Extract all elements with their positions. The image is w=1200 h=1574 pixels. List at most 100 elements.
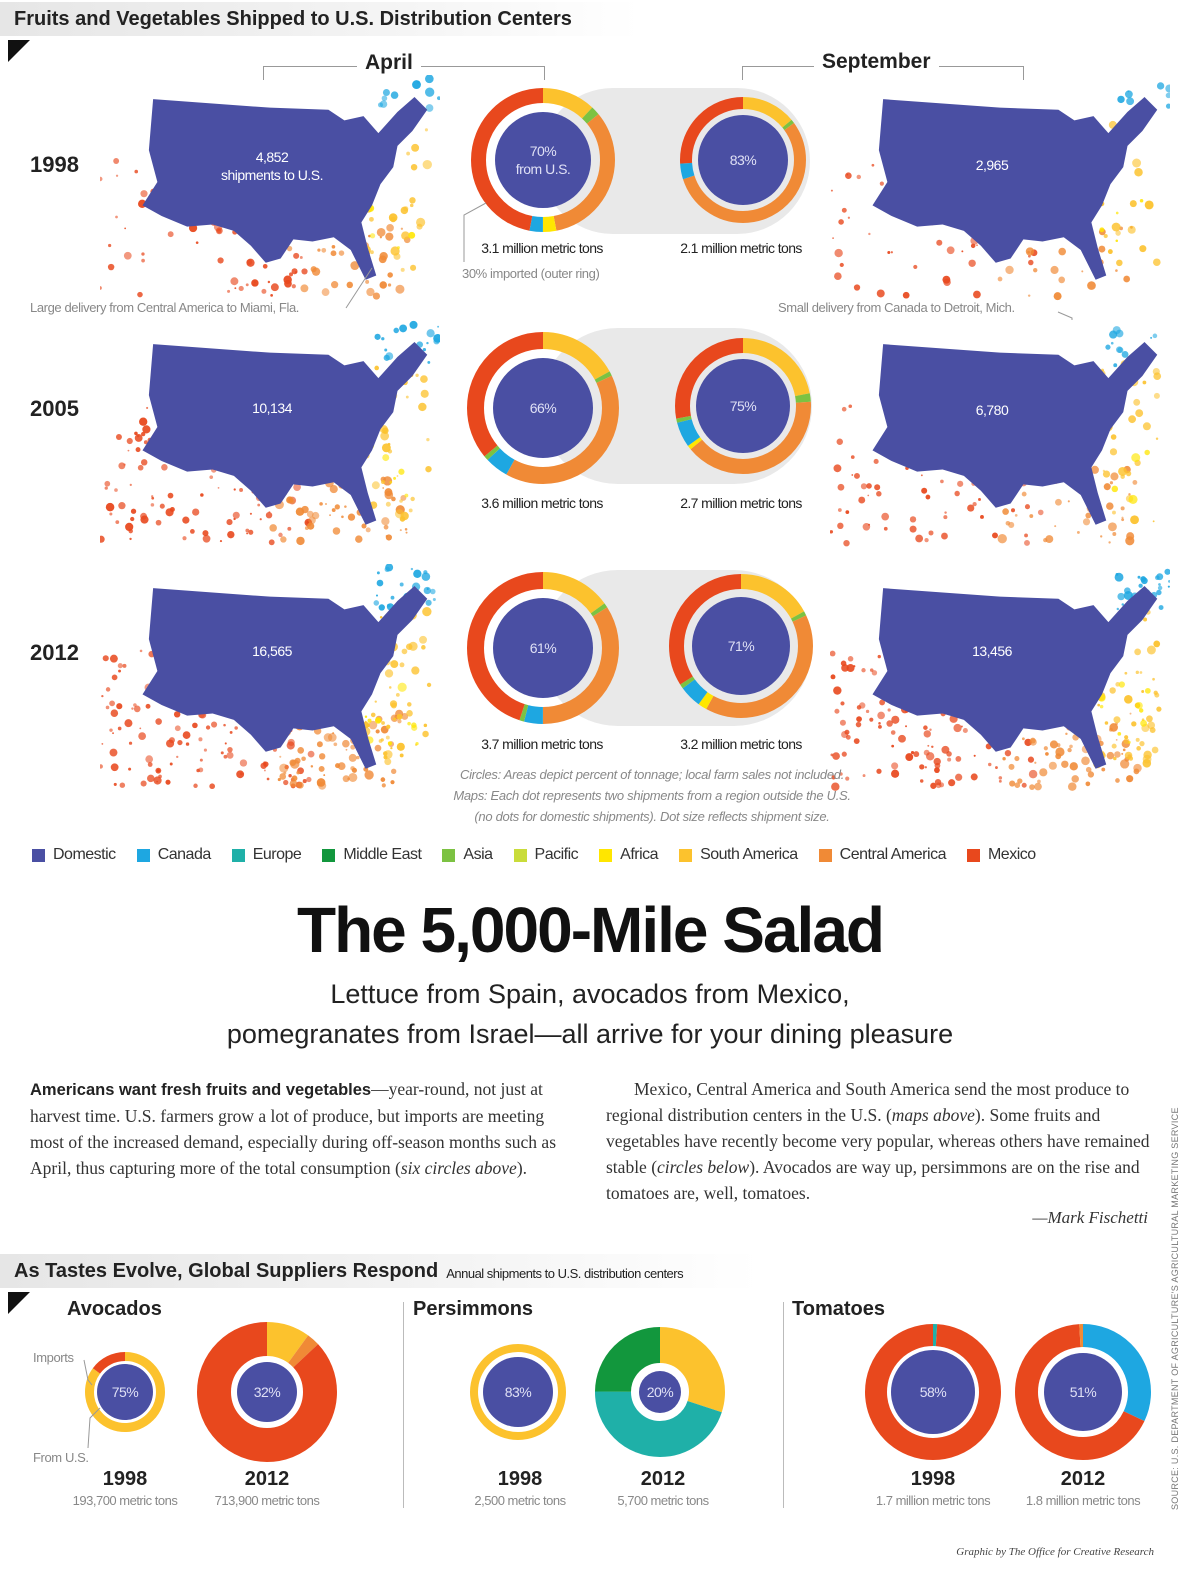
shipment-dot-mexico (973, 290, 981, 299)
shipment-dot-mexico (166, 739, 175, 748)
shipment-dot-central-america (1014, 755, 1020, 762)
shipment-dot-canada (399, 324, 408, 333)
shipment-dot-south-america (1118, 466, 1128, 476)
shipment-dot-central-america (1115, 739, 1118, 741)
legend-item-south-america: South America (679, 846, 798, 864)
shipment-dot-south-america (388, 686, 392, 689)
shipment-dot-africa (1128, 494, 1138, 504)
shipment-dot-mexico (140, 190, 148, 198)
shipment-dot-central-america (307, 522, 315, 530)
shipment-dot-mexico (203, 748, 207, 752)
domestic-percent-label: 83% (470, 1383, 566, 1401)
shipment-dot-mexico (873, 458, 879, 464)
shipment-dot-mexico (829, 650, 836, 657)
shipment-dot-south-america (1153, 392, 1160, 399)
shipment-dot-africa (1127, 740, 1131, 744)
shipment-dot-central-america (341, 515, 344, 519)
shipment-dot-mexico (871, 163, 875, 167)
shipment-dot-south-america (401, 231, 410, 240)
shipment-dot-mexico (855, 721, 862, 728)
shipment-dot-mexico (140, 780, 147, 787)
shipment-dot-mexico (286, 741, 295, 750)
legend-swatch (32, 848, 45, 862)
shipment-dot-mexico (944, 511, 947, 514)
shipment-dot-mexico (301, 268, 308, 275)
footnote-line: (no dots for domestic shipments). Dot si… (474, 809, 830, 824)
panel-title-avocados: Avocados (67, 1298, 162, 1320)
shipment-dot-south-america (399, 499, 403, 503)
shipment-dot-central-america (300, 284, 309, 293)
shipment-dot-mexico (905, 753, 914, 761)
shipment-dot-central-america (1085, 781, 1091, 787)
shipment-dot-mexico (182, 516, 190, 524)
shipment-dot-mexico (159, 503, 165, 509)
shipment-dot-central-america (321, 288, 330, 296)
shipment-dot-mexico (105, 705, 110, 710)
shipment-dot-central-america (1081, 756, 1090, 766)
shipment-dot-central-america (296, 770, 300, 775)
shipment-dot-central-america (350, 261, 360, 271)
shipment-dot-mexico (941, 745, 950, 754)
shipment-dot-south-america (1116, 259, 1123, 267)
shipment-dot-south-america (420, 389, 429, 398)
shipment-dot-mexico (202, 530, 209, 537)
shipment-dot-central-america (385, 534, 389, 538)
shipment-dot-south-america (418, 402, 427, 412)
shipment-dot-south-america (1152, 677, 1155, 681)
ring-segment-mexico (467, 572, 619, 724)
shipment-dot-south-america (1151, 746, 1159, 754)
map-shipments-count: 2,965 (975, 157, 1009, 173)
shipment-dot-south-america (1134, 648, 1142, 656)
shipment-dot-mexico (108, 243, 112, 248)
shipment-dot-mexico (182, 731, 191, 739)
shipment-dot-south-america (1127, 225, 1136, 234)
shipment-dot-mexico (839, 719, 846, 726)
shipment-dot-central-america (390, 780, 395, 785)
shipment-dot-mexico (291, 268, 298, 275)
ring-segment-mexico (471, 88, 615, 232)
shipment-dot-mexico (109, 654, 118, 663)
shipment-dot-mexico (118, 462, 126, 470)
tonnage-label: 2,500 metric tons (474, 1493, 566, 1508)
shipment-dot-mexico (307, 750, 315, 758)
shipment-dot-mexico (146, 406, 149, 410)
shipment-dot-south-america (1141, 689, 1145, 693)
shipment-dot-mexico (919, 764, 925, 770)
shipment-dot-mexico (876, 768, 882, 774)
shipment-dot-central-america (381, 783, 386, 788)
shipment-dot-africa (397, 682, 407, 692)
shipment-dot-central-america (311, 267, 321, 276)
shipment-dot-central-america (342, 775, 350, 783)
shipment-dot-canada (1121, 603, 1125, 606)
shipment-dot-central-america (378, 255, 387, 264)
shipment-dot-mexico (840, 660, 847, 667)
shipment-dot-africa (389, 480, 393, 484)
shipment-dot-south-america (1131, 721, 1137, 727)
domestic-circle (493, 598, 593, 698)
shipment-dot-mexico (838, 219, 844, 225)
shipment-dot-central-america (1014, 514, 1018, 517)
shipment-dot-south-america (390, 747, 393, 750)
shipment-dot-central-america (330, 250, 337, 257)
legend-label: Mexico (987, 846, 1036, 863)
shipment-dot-south-america (423, 723, 428, 728)
shipment-dot-south-america (410, 496, 415, 502)
percent-value: 51% (1069, 1384, 1097, 1400)
shipment-dot-mexico (941, 532, 948, 540)
shipment-dot-africa (398, 468, 405, 475)
shipment-dot-mexico (176, 755, 179, 759)
shipment-dot-mexico (245, 283, 249, 287)
shipment-dot-central-america (286, 245, 293, 252)
shipment-dot-africa (382, 454, 390, 462)
shipment-dot-mexico (836, 438, 843, 445)
shipment-dot-mexico (116, 703, 123, 710)
shipment-dot-africa (369, 233, 376, 239)
shipment-dot-central-america (323, 733, 333, 742)
shipment-dot-central-america (306, 510, 314, 518)
shipment-dot-central-america (342, 739, 350, 748)
shipment-dot-canada (1152, 333, 1158, 339)
shipment-dot-canada (373, 600, 380, 606)
shipment-dot-mexico (957, 480, 964, 487)
shipment-dot-mexico (876, 289, 885, 298)
shipment-dot-canada (426, 587, 429, 591)
